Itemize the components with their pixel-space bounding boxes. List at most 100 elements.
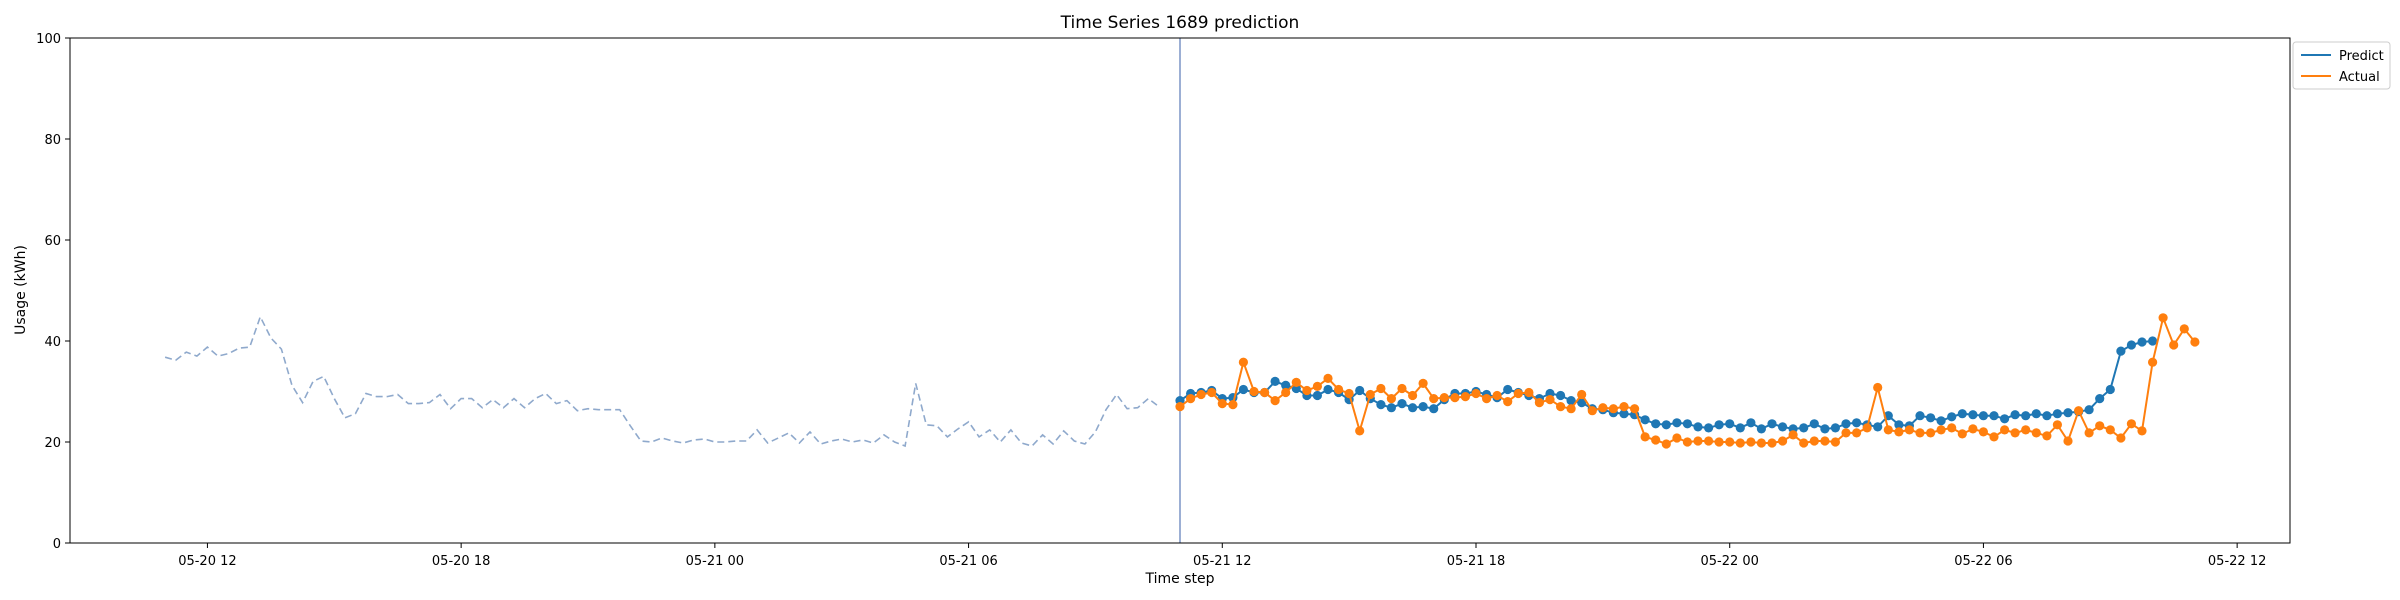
x-tick-label: 05-21 12 — [1193, 554, 1251, 569]
predict-point — [1376, 400, 1386, 410]
actual-point — [1249, 386, 1259, 397]
predict-point — [1281, 380, 1291, 390]
chart-title: Time Series 1689 prediction — [1060, 13, 1300, 33]
actual-point — [1693, 436, 1703, 446]
actual-point — [1640, 432, 1650, 442]
x-tick-label: 05-22 12 — [2208, 554, 2266, 569]
actual-point — [2063, 436, 2073, 446]
x-tick-label: 05-20 18 — [432, 554, 490, 569]
predict-point — [1661, 420, 1671, 430]
predict-point — [1714, 420, 1724, 430]
actual-point — [1365, 389, 1375, 400]
predict-point — [1503, 384, 1513, 395]
actual-point — [1894, 427, 1904, 437]
predict-point — [1408, 403, 1418, 413]
y-tick-label: 20 — [44, 436, 61, 451]
predict-point — [1640, 415, 1650, 425]
x-tick-label: 05-21 00 — [686, 554, 744, 569]
actual-point — [1746, 437, 1756, 447]
actual-point — [1534, 398, 1544, 408]
actual-point — [1418, 378, 1428, 388]
actual-point — [1302, 385, 1312, 396]
actual-point — [1661, 439, 1671, 449]
predict-point — [1682, 419, 1692, 429]
predict-point — [2063, 408, 2073, 418]
predict-point — [1418, 402, 1428, 412]
x-tick-label: 05-20 12 — [178, 554, 236, 569]
predict-point — [1270, 376, 1280, 386]
predict-point — [1693, 422, 1703, 432]
predict-point — [2116, 346, 2126, 356]
actual-point — [1587, 406, 1597, 416]
actual-point — [2031, 428, 2041, 438]
legend-frame — [2292, 41, 2391, 90]
actual-point — [2137, 426, 2147, 436]
predict-point — [1830, 423, 1840, 433]
actual-point — [2000, 425, 2010, 435]
actual-point — [1852, 428, 1862, 438]
predict-point — [2137, 337, 2147, 347]
actual-point — [1524, 387, 1534, 398]
actual-point — [1344, 388, 1354, 399]
x-tick-label: 05-21 18 — [1447, 554, 1505, 569]
actual-point — [2052, 420, 2062, 430]
actual-point — [1260, 387, 1270, 398]
predict-point — [1936, 416, 1946, 426]
actual-point — [1957, 429, 1967, 439]
predict-point — [1619, 409, 1629, 419]
actual-point — [1270, 396, 1280, 406]
actual-point — [1439, 393, 1449, 403]
actual-point — [1429, 394, 1439, 404]
actual-point — [1619, 402, 1629, 412]
predict-point — [1978, 411, 1988, 421]
actual-point — [1503, 397, 1513, 407]
actual-point — [1238, 357, 1248, 367]
actual-point — [1598, 403, 1608, 413]
predict-point — [1355, 385, 1365, 396]
actual-point — [1545, 395, 1555, 405]
predict-point — [1767, 419, 1777, 429]
actual-point — [1408, 390, 1418, 401]
predict-point — [1778, 422, 1788, 432]
actual-point — [1756, 438, 1766, 448]
predict-point — [1556, 390, 1566, 401]
predict-point — [1429, 404, 1439, 414]
actual-point — [2074, 406, 2084, 416]
predict-point — [1672, 418, 1682, 428]
plot-area — [164, 38, 2200, 543]
predict-point — [2000, 414, 2010, 424]
actual-point — [1556, 402, 1566, 412]
predict-point — [2148, 336, 2158, 346]
predict-point — [1894, 420, 1904, 430]
actual-point — [1386, 394, 1396, 404]
predict-point — [1746, 418, 1756, 428]
actual-point — [1482, 394, 1492, 404]
predict-point — [1756, 424, 1766, 434]
actual-point — [1904, 425, 1914, 435]
actual-point — [2148, 357, 2158, 367]
predict-point — [1651, 419, 1661, 429]
actual-point — [2126, 419, 2136, 429]
actual-point — [1566, 404, 1576, 414]
predict-point — [1852, 418, 1862, 428]
actual-point — [1186, 394, 1196, 404]
actual-point — [1704, 436, 1714, 446]
actual-point — [1788, 430, 1798, 440]
actual-point — [2158, 313, 2168, 323]
actual-point — [1799, 438, 1809, 448]
actual-point — [1492, 390, 1502, 401]
actual-point — [1714, 437, 1724, 447]
actual-point — [1809, 436, 1819, 446]
y-tick-label: 100 — [36, 32, 61, 47]
actual-point — [1355, 426, 1365, 436]
x-axis-label: Time step — [1145, 571, 1215, 587]
actual-point — [1978, 427, 1988, 437]
actual-point — [1682, 437, 1692, 447]
predict-point — [2042, 411, 2052, 421]
actual-point — [2169, 340, 2179, 350]
predict-point — [1957, 409, 1967, 419]
actual-point — [1672, 433, 1682, 443]
predict-point — [2052, 409, 2062, 419]
actual-point — [1947, 423, 1957, 433]
